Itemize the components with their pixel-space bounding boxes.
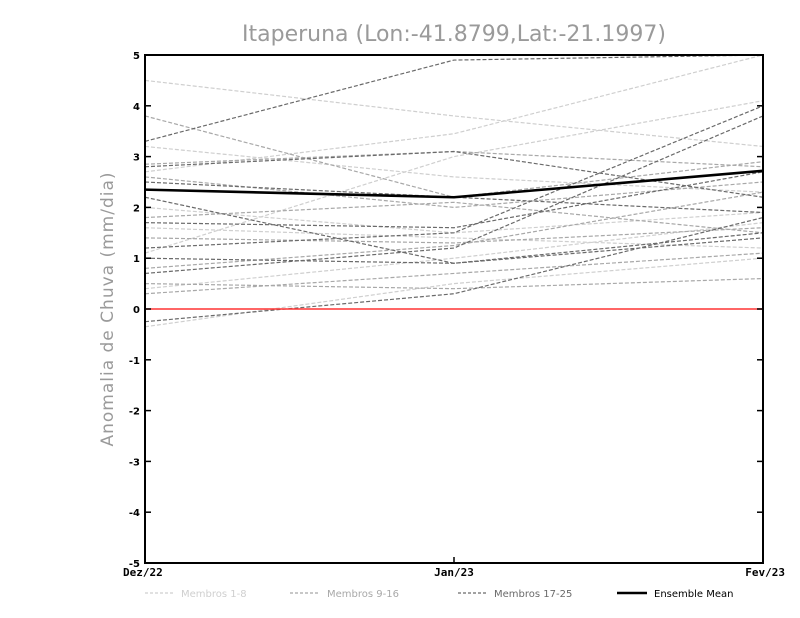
y-tick-label: -4: [129, 508, 140, 519]
series-line-group1-member8: [144, 222, 764, 290]
series-line-group3-member4: [144, 171, 764, 229]
y-tick-label: -5: [129, 559, 140, 570]
series-line-group1-member6: [144, 227, 764, 249]
series-line-group1-member2: [144, 145, 764, 193]
y-tick-label: 5: [133, 51, 140, 62]
legend-label-3: Membros 17-25: [494, 589, 572, 600]
series-line-group2-member5: [144, 227, 764, 244]
x-ticks: Dez/22 Jan/23 Fev/23: [123, 557, 785, 579]
series-line-group2-member7: [144, 277, 764, 290]
series-line-group3-member1: [144, 54, 764, 142]
series-line-group2-member6: [144, 191, 764, 269]
x-tick-label: Fev/23: [745, 566, 785, 579]
legend-label-4: Ensemble Mean: [654, 589, 733, 600]
series-line-group2-member4: [144, 201, 764, 234]
chart-title: Itaperuna (Lon:-41.8799,Lat:-21.1997): [242, 22, 666, 47]
ensemble-mean-line: [144, 169, 764, 199]
series-line-group2-member2: [144, 150, 764, 168]
y-tick-label: -2: [129, 407, 140, 418]
y-tick-label: 4: [133, 102, 140, 113]
x-tick-label: Jan/23: [434, 566, 474, 579]
series-line-group1-member7: [144, 257, 764, 328]
y-tick-label: 3: [133, 153, 140, 164]
series-line-group1-member5: [144, 206, 764, 234]
series-line-group1-member3: [144, 54, 764, 173]
y-tick-label: 2: [133, 203, 140, 214]
series-line-group3-member5: [144, 105, 764, 249]
y-ticks: -5 -4 -3 -2 -1 0 1 2 3 4 5: [129, 51, 763, 570]
x-tick-label: Dez/22: [123, 566, 163, 579]
y-axis-label: Anomalia de Chuva (mm/dia): [98, 171, 118, 446]
legend-label-2: Membros 9-16: [327, 589, 399, 600]
y-tick-label: 0: [133, 305, 140, 316]
y-tick-label: -3: [129, 457, 140, 468]
y-tick-label: 1: [133, 254, 140, 265]
series-line-group2-member8: [144, 252, 764, 295]
series-line-group3-member6: [144, 237, 764, 264]
series-line-group1-member1: [144, 79, 764, 148]
y-tick-label: -1: [129, 356, 140, 367]
legend: Membros 1-8 Membros 9-16 Membros 17-25 Ense…: [145, 589, 733, 600]
series-line-group3-member2: [144, 150, 764, 198]
mean-layer: [144, 169, 764, 199]
series-line-group3-member9: [144, 196, 764, 264]
series-line-group2-member1: [144, 115, 764, 198]
series-line-group3-member7: [144, 115, 764, 275]
legend-label-1: Membros 1-8: [181, 589, 247, 600]
